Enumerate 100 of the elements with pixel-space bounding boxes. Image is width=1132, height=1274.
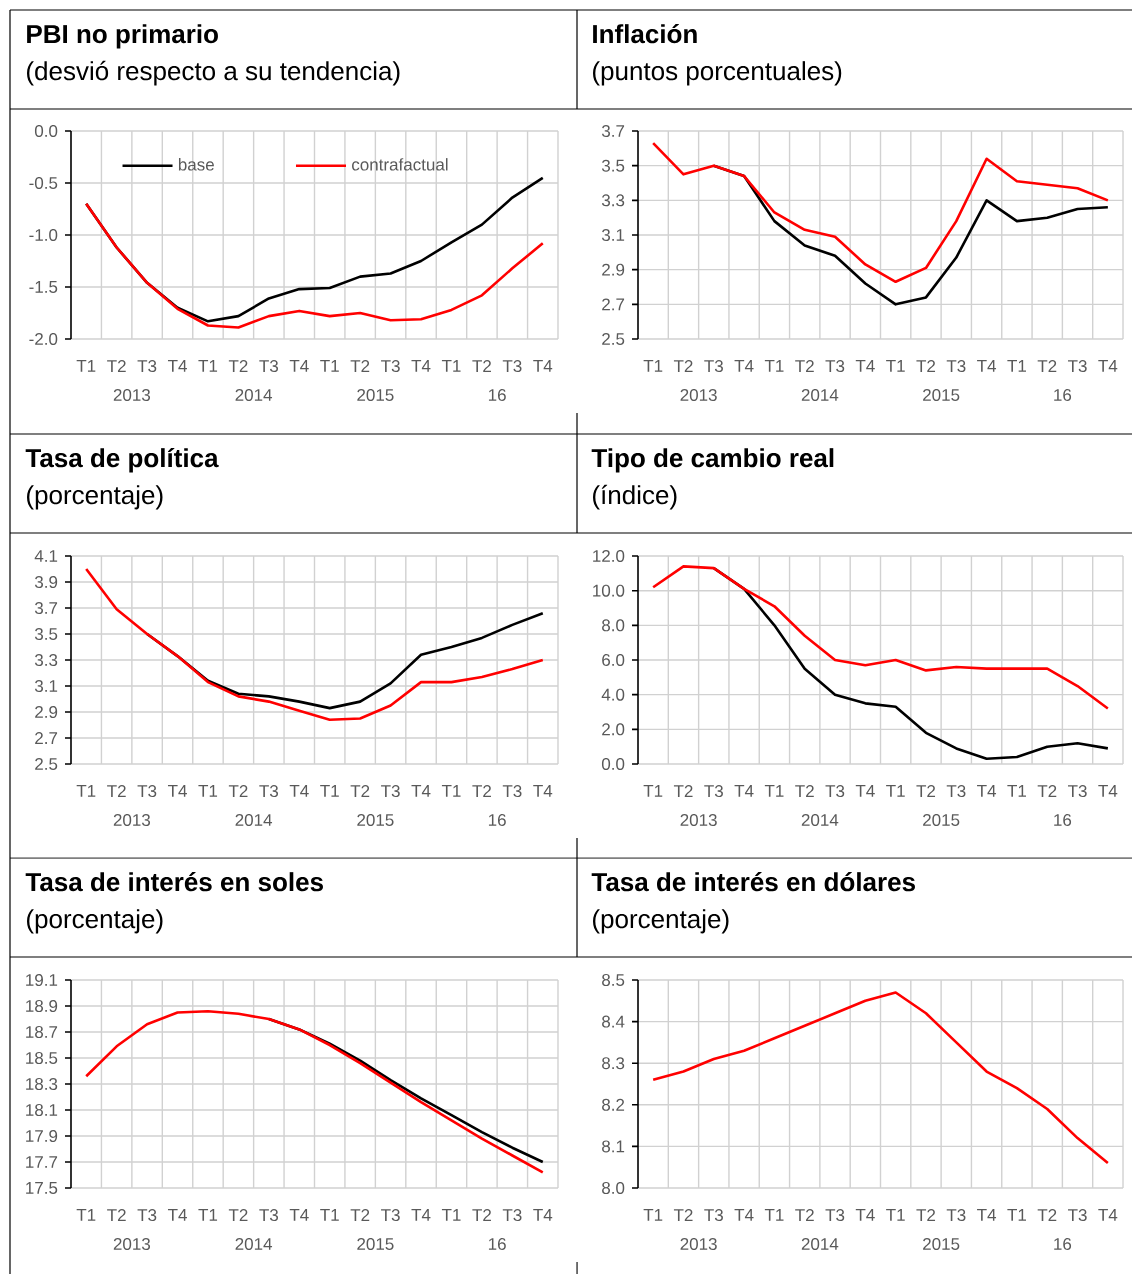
x-tick-label: T3 <box>946 785 966 798</box>
text: 2015 <box>923 1238 960 1251</box>
x-tick-label: T4 <box>1098 1209 1118 1221</box>
chart-title: PBI no primario <box>27 24 218 49</box>
chart-title: Inflación <box>593 23 697 44</box>
line-series <box>84 567 545 722</box>
x-tick-label: T1 <box>886 785 905 797</box>
x-tick-label: T4 <box>977 360 997 372</box>
text: 2013 <box>113 814 151 827</box>
y-tick-label: 2.7 <box>602 298 625 311</box>
text: 2013 <box>680 814 717 827</box>
chart-subtitle: (puntos porcentuales) <box>593 61 842 86</box>
x-tick-label: T4 <box>855 1209 875 1221</box>
x-tick-label: T1 <box>320 360 339 372</box>
x-tick-label: T2 <box>673 785 693 797</box>
text: 16 <box>488 814 506 827</box>
chart-title: Tasa de interés en dólares <box>591 871 915 892</box>
y-tick-label: 8.2 <box>602 1098 625 1111</box>
y-tick-label: 2.5 <box>602 333 625 346</box>
y-tick-label: 2.7 <box>35 732 58 744</box>
y-tick-label: 6.0 <box>602 654 625 667</box>
x-tick-label: T2 <box>228 1209 248 1221</box>
y-tick-label: 2.0 <box>602 723 625 736</box>
text: 2015 <box>357 814 394 827</box>
x-tick-label: T3 <box>259 785 279 798</box>
x-tick-label: T2 <box>795 1209 814 1221</box>
x-tick-label: T2 <box>795 360 814 372</box>
x-tick-label: T1 <box>1007 360 1026 372</box>
line-series <box>651 991 1110 1165</box>
x-tick-label: T1 <box>1007 785 1026 797</box>
x-tick-label: T4 <box>411 1209 431 1221</box>
y-tick-label: 4.1 <box>34 550 58 562</box>
x-tick-label: T3 <box>137 785 157 798</box>
x-tick-label: T3 <box>825 1209 845 1222</box>
x-tick-label: T2 <box>916 1209 936 1221</box>
x-tick-label: T3 <box>259 360 279 373</box>
x-tick-label: T3 <box>381 785 400 798</box>
text: 2015 <box>923 389 960 402</box>
x-tick-label: T2 <box>1037 360 1057 372</box>
y-tick-label: 2.9 <box>602 263 625 276</box>
line-series <box>651 141 1110 284</box>
text: 2014 <box>801 814 839 827</box>
x-tick-label: T2 <box>1037 785 1057 797</box>
text: 2014 <box>801 1238 839 1251</box>
x-tick-label: T3 <box>946 360 966 373</box>
x-tick-label: T1 <box>643 360 663 372</box>
x-tick-label: T4 <box>1098 785 1118 797</box>
y-tick-label: 3.5 <box>34 628 58 641</box>
x-tick-label: T1 <box>320 1209 339 1221</box>
x-tick-label: T4 <box>734 360 754 372</box>
y-tick-label: -0.5 <box>29 177 58 190</box>
y-tick-label: 2.5 <box>35 758 58 771</box>
x-tick-label: T4 <box>167 1209 187 1221</box>
x-tick-label: T1 <box>764 360 784 372</box>
x-tick-label: T1 <box>76 1209 96 1221</box>
x-tick-label: T3 <box>946 1209 966 1222</box>
x-tick-label: T3 <box>502 785 522 798</box>
chart-title: Tasa de interés en soles <box>25 871 323 892</box>
y-tick-label: 8.0 <box>602 1182 625 1195</box>
x-tick-label: T2 <box>673 1209 693 1221</box>
text: 16 <box>488 389 506 402</box>
x-tick-label: T3 <box>381 1209 400 1222</box>
y-tick-label: 12.0 <box>593 550 625 563</box>
x-tick-label: T1 <box>198 785 218 797</box>
chart-subtitle: (porcentaje) <box>27 485 163 510</box>
y-tick-label: 3.9 <box>34 576 58 589</box>
chart-subtitle: (porcentaje) <box>27 909 163 934</box>
x-tick-label: T3 <box>502 1209 522 1222</box>
x-tick-label: T4 <box>977 785 997 797</box>
x-tick-label: T4 <box>1098 360 1118 372</box>
x-tick-label: T3 <box>137 1209 157 1222</box>
x-tick-label: T1 <box>886 360 905 372</box>
x-tick-label: T4 <box>411 785 431 797</box>
legend-label: base <box>178 158 214 171</box>
x-tick-label: T1 <box>320 785 339 797</box>
x-tick-label: T2 <box>107 785 126 797</box>
line-series <box>84 1009 545 1174</box>
x-tick-label: T4 <box>533 1209 553 1221</box>
text: 2013 <box>113 1238 151 1251</box>
y-tick-label: 2.9 <box>35 706 58 719</box>
x-tick-label: T2 <box>916 360 936 372</box>
x-tick-label: T4 <box>855 785 875 797</box>
x-tick-label: T1 <box>441 785 461 797</box>
line-series <box>84 202 545 329</box>
y-tick-label: 17.9 <box>26 1130 58 1143</box>
x-tick-label: T2 <box>350 785 370 797</box>
y-tick-label: 18.9 <box>26 1000 58 1013</box>
x-tick-label: T2 <box>472 1209 491 1221</box>
chart-title: Tipo de cambio real <box>591 448 834 473</box>
x-tick-label: T4 <box>289 1209 309 1221</box>
y-tick-label: 18.7 <box>26 1026 58 1039</box>
x-tick-label: T1 <box>764 785 784 797</box>
y-tick-label: 18.3 <box>26 1078 58 1091</box>
y-tick-label: -1.0 <box>29 229 58 242</box>
x-tick-label: T2 <box>472 785 491 797</box>
x-tick-label: T2 <box>673 360 693 372</box>
chart-subtitle: (índice) <box>593 484 677 510</box>
text: 16 <box>1054 814 1072 827</box>
y-tick-label: 8.1 <box>602 1140 625 1153</box>
text: 16 <box>1054 389 1072 402</box>
